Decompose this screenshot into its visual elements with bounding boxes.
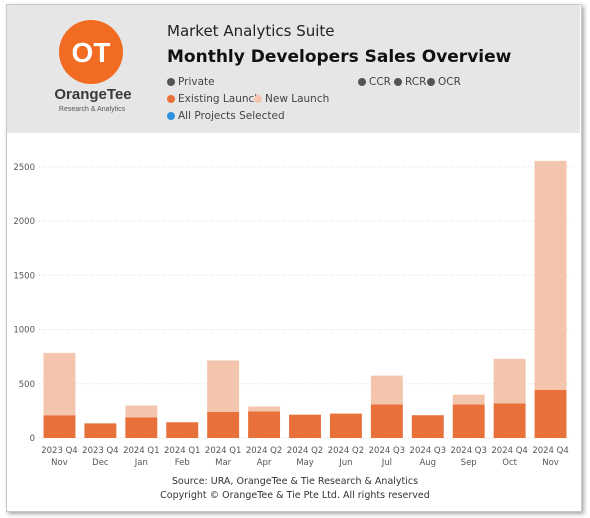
bar-new-launch [43,352,76,416]
bar-existing-launch [370,404,403,438]
bar-new-launch [125,405,158,418]
bar-new-launch [534,160,567,390]
bar-existing-launch [207,411,240,438]
y-tick-label: 1500 [13,271,35,281]
bar-existing-launch [329,413,362,438]
bar-existing-launch [166,422,199,438]
filter-ocr-label: OCR [438,76,461,88]
bar-existing-launch [289,414,321,438]
report-title: Monthly Developers Sales Overview [167,47,512,67]
x-tick-month-label: Mar [215,458,232,468]
logo-mark: OT [72,37,111,68]
legend-existing-label: Existing Launch [178,93,261,105]
legend-existing-launch[interactable]: Existing Launch [167,93,261,105]
bar-existing-launch [43,415,76,438]
filter-rcr[interactable]: RCR [394,76,426,88]
bar-existing-launch [493,403,526,438]
x-tick-month-label: Nov [51,458,68,468]
ocr-dot-icon [427,78,435,86]
x-tick-month-label: Jun [338,458,352,468]
x-tick-month-label: Aug [419,458,436,468]
y-tick-label: 1000 [13,326,35,336]
legend-new-launch[interactable]: New Launch [254,93,329,105]
source-note: Source: URA, OrangeTee & Tie Research & … [171,476,419,487]
x-tick-quarter-label: 2023 Q4 [41,446,77,456]
x-tick-month-label: Nov [542,458,559,468]
bar-existing-launch [452,404,485,438]
filter-ocr[interactable]: OCR [427,76,461,88]
filter-all-projects-label: All Projects Selected [178,110,285,122]
x-tick-quarter-label: 2024 Q3 [450,446,486,456]
private-dot-icon [167,78,175,86]
x-tick-month-label: Oct [502,458,517,468]
x-tick-month-label: Jan [134,458,148,468]
bar-new-launch [207,360,240,412]
x-tick-quarter-label: 2024 Q3 [369,446,405,456]
bar-new-launch [493,358,526,404]
copyright-note: Copyright © OrangeTee & Tie Pte Ltd. All… [160,490,430,501]
bar-new-launch [370,375,403,405]
filter-all-projects[interactable]: All Projects Selected [167,110,285,122]
y-tick-label: 2000 [13,217,35,227]
filter-ccr-label: CCR [369,76,391,88]
legend-new-label: New Launch [265,93,330,105]
sales-bar-chart: 0 500 1000 1500 2000 2500 2023 Q4 Nov 2023 Q4 Dec… [13,160,571,468]
rcr-dot-icon [394,78,402,86]
bar-existing-launch [248,411,281,438]
filter-private-label: Private [178,76,215,88]
x-tick-quarter-label: 2024 Q4 [491,446,527,456]
ccr-dot-icon [358,78,366,86]
bar-existing-launch [84,423,117,438]
existing-launch-dot-icon [167,95,175,103]
filter-private[interactable]: Private [167,76,215,88]
x-tick-month-label: Jul [381,458,392,468]
y-tick-label: 0 [30,434,35,444]
x-tick-quarter-label: 2024 Q2 [328,446,364,456]
x-tick-quarter-label: 2024 Q3 [410,446,446,456]
orangetee-logo-icon: OT [59,20,123,84]
brand-tagline: Research & Analytics [58,106,126,113]
bar-new-launch [248,406,281,412]
x-tick-quarter-label: 2024 Q4 [532,446,568,456]
bar-new-launch [452,394,485,405]
y-tick-label: 500 [19,380,35,390]
x-tick-quarter-label: 2024 Q2 [287,446,323,456]
x-tick-quarter-label: 2023 Q4 [82,446,118,456]
all-projects-dot-icon [167,112,175,120]
x-tick-quarter-label: 2024 Q1 [164,446,200,456]
suite-title: Market Analytics Suite [167,22,335,40]
filter-ccr[interactable]: CCR [358,76,391,88]
y-tick-label: 2500 [13,163,35,173]
x-tick-month-label: Feb [175,458,190,468]
x-tick-quarter-label: 2024 Q1 [205,446,241,456]
x-tick-quarter-label: 2024 Q1 [123,446,159,456]
x-tick-month-label: Dec [92,458,109,468]
bar-existing-launch [534,389,567,438]
x-tick-month-label: May [296,458,314,468]
filter-rcr-label: RCR [405,76,427,88]
x-tick-quarter-label: 2024 Q2 [246,446,282,456]
x-tick-month-label: Sep [461,458,477,468]
new-launch-dot-icon [254,95,262,103]
x-tick-month-label: Apr [257,458,272,468]
bar-existing-launch [125,417,158,438]
bar-existing-launch [411,415,444,438]
brand-name: OrangeTee [54,86,132,103]
logo-text: OT [72,37,111,68]
